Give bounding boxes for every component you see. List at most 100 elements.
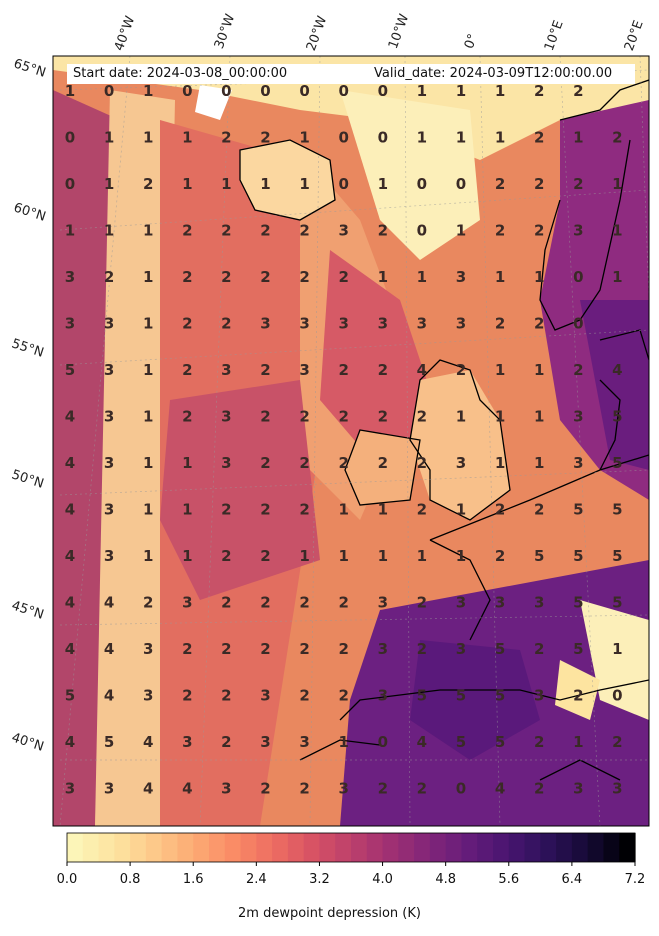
grid-value: 2: [338, 594, 348, 612]
grid-value: 2: [299, 594, 309, 612]
grid-value: 5: [612, 408, 622, 426]
grid-value: 2: [260, 501, 270, 519]
grid-value: 2: [299, 268, 309, 286]
grid-value: 2: [260, 640, 270, 658]
grid-value: 5: [612, 454, 622, 472]
grid-value: 1: [534, 408, 544, 426]
grid-value: 2: [534, 222, 544, 240]
colorbar-tick-label: 2.4: [245, 872, 267, 887]
grid-value: 2: [299, 222, 309, 240]
grid-value: 0: [573, 268, 583, 286]
grid-value: 2: [495, 175, 505, 193]
colorbar-tick-label: 7.2: [624, 872, 646, 887]
grid-value: 1: [299, 547, 309, 565]
colorbar-cell: [493, 833, 510, 862]
grid-value: 1: [573, 733, 583, 751]
grid-value: 4: [143, 733, 153, 751]
grid-value: 4: [143, 780, 153, 798]
grid-value: 2: [182, 361, 192, 379]
grid-value: 2: [417, 594, 427, 612]
grid-value: 0: [456, 175, 466, 193]
grid-value: 0: [338, 175, 348, 193]
colorbar-cell: [524, 833, 541, 862]
grid-value: 3: [338, 315, 348, 333]
grid-value: 2: [221, 268, 231, 286]
grid-value: 2: [299, 454, 309, 472]
grid-value: 5: [65, 361, 75, 379]
grid-value: 4: [104, 640, 114, 658]
grid-value: 1: [182, 454, 192, 472]
grid-value: 0: [417, 222, 427, 240]
colorbar-cell: [256, 833, 273, 862]
grid-value: 2: [182, 408, 192, 426]
grid-value: 2: [260, 594, 270, 612]
grid-value: 2: [182, 222, 192, 240]
grid-value: 1: [143, 315, 153, 333]
grid-value: 4: [65, 547, 75, 565]
grid-value: 1: [495, 454, 505, 472]
grid-value: 3: [338, 780, 348, 798]
grid-value: 4: [65, 640, 75, 658]
grid-value: 5: [456, 733, 466, 751]
grid-value: 1: [221, 175, 231, 193]
colorbar-cell: [335, 833, 352, 862]
grid-value-labels: 1 0 1 0 0 0 0 0 0 1 1 1 2 2 0 1 1 1 2 2 1 0 0 1 1 1 2 1 2 0 1 2 1 1 1 1 0 1 0 0…: [65, 82, 623, 798]
colorbar-cell: [445, 833, 463, 862]
grid-value: 2: [417, 408, 427, 426]
grid-value: 3: [143, 640, 153, 658]
grid-value: 4: [104, 594, 114, 612]
grid-value: 1: [143, 361, 153, 379]
grid-value: 1: [182, 129, 192, 147]
britain-land: [410, 370, 510, 520]
grid-value: 1: [65, 222, 75, 240]
colorbar: [66, 832, 636, 866]
grid-value: 2: [182, 687, 192, 705]
grid-value: 3: [299, 315, 309, 333]
colorbar-cell: [67, 833, 84, 862]
grid-value: 2: [417, 454, 427, 472]
grid-value: 3: [495, 594, 505, 612]
grid-value: 0: [378, 129, 388, 147]
grid-value: 1: [456, 82, 466, 100]
colorbar-cell: [587, 833, 605, 862]
grid-value: 4: [104, 687, 114, 705]
grid-value: 3: [456, 640, 466, 658]
colorbar-cell: [414, 833, 431, 862]
colorbar-cell: [145, 833, 163, 862]
grid-value: 1: [104, 222, 114, 240]
grid-value: 2: [495, 315, 505, 333]
grid-value: 5: [612, 594, 622, 612]
grid-value: 1: [417, 82, 427, 100]
colorbar-cell: [82, 833, 100, 862]
grid-value: 2: [534, 733, 544, 751]
grid-value: 2: [573, 175, 583, 193]
colorbar-cell: [556, 833, 573, 862]
grid-value: 1: [417, 129, 427, 147]
grid-value: 4: [417, 361, 427, 379]
grid-value: 2: [182, 315, 192, 333]
colorbar-tick-label: 4.8: [435, 872, 456, 887]
grid-value: 3: [573, 454, 583, 472]
grid-value: 2: [299, 780, 309, 798]
grid-value: 5: [65, 687, 75, 705]
grid-value: 2: [534, 129, 544, 147]
grid-value: 3: [456, 454, 466, 472]
grid-value: 3: [299, 361, 309, 379]
grid-value: 1: [143, 129, 153, 147]
colorbar-cell: [477, 833, 494, 862]
grid-value: 1: [495, 129, 505, 147]
grid-value: 4: [65, 501, 75, 519]
grid-value: 3: [573, 780, 583, 798]
grid-value: 2: [299, 501, 309, 519]
grid-value: 4: [65, 408, 75, 426]
grid-value: 3: [378, 315, 388, 333]
grid-value: 3: [260, 315, 270, 333]
grid-value: 3: [260, 687, 270, 705]
grid-value: 1: [495, 408, 505, 426]
colorbar-cell: [114, 833, 131, 862]
grid-value: 5: [573, 594, 583, 612]
grid-value: 1: [612, 222, 622, 240]
grid-value: 2: [417, 780, 427, 798]
grid-value: 3: [338, 222, 348, 240]
